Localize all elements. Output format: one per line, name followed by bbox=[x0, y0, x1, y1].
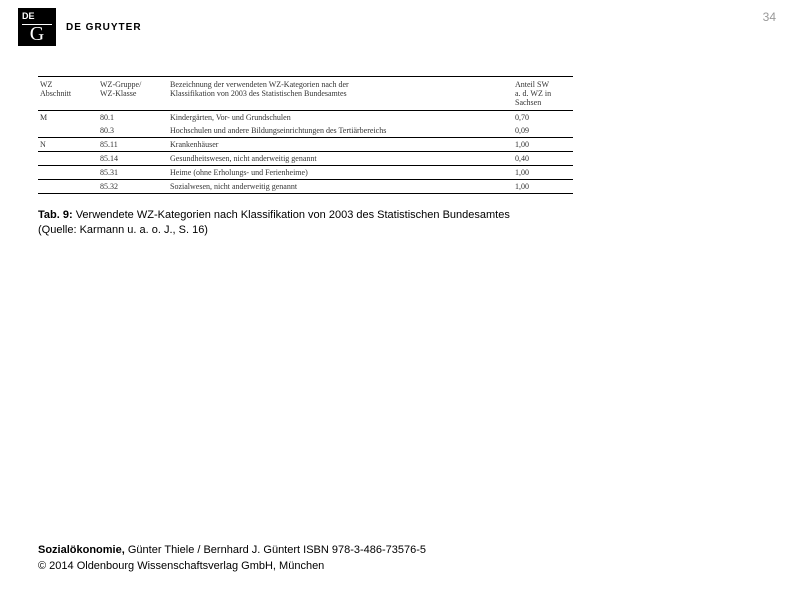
table-cell bbox=[38, 180, 98, 194]
table-cell: 0,40 bbox=[513, 152, 573, 166]
col-header-abschnitt: WZ Abschnitt bbox=[38, 77, 98, 111]
table-cell: Heime (ohne Erholungs- und Ferienheime) bbox=[168, 166, 513, 180]
publisher-logo: DE G bbox=[18, 8, 56, 46]
table-cell: Krankenhäuser bbox=[168, 138, 513, 152]
table-cell: 1,00 bbox=[513, 166, 573, 180]
col-header-anteil: Anteil SW a. d. WZ in Sachsen bbox=[513, 77, 573, 111]
col-header-bezeichnung: Bezeichnung der verwendeten WZ-Kategorie… bbox=[168, 77, 513, 111]
table-row: M80.1Kindergärten, Vor- und Grundschulen… bbox=[38, 111, 573, 125]
caption-source: (Quelle: Karmann u. a. o. J., S. 16) bbox=[38, 224, 208, 236]
table-cell: Gesundheitswesen, nicht anderweitig gena… bbox=[168, 152, 513, 166]
table-cell: 1,00 bbox=[513, 180, 573, 194]
table-cell: Kindergärten, Vor- und Grundschulen bbox=[168, 111, 513, 125]
table-cell: 0,09 bbox=[513, 124, 573, 138]
footer-authors: Günter Thiele / Bernhard J. Güntert ISBN… bbox=[128, 544, 426, 556]
table-cell: 85.32 bbox=[98, 180, 168, 194]
footer-title: Sozialökonomie, bbox=[38, 544, 125, 556]
footer-copyright: © 2014 Oldenbourg Wissenschaftsverlag Gm… bbox=[38, 560, 324, 572]
wz-categories-table: WZ Abschnitt WZ-Gruppe/ WZ-Klasse Bezeic… bbox=[38, 76, 573, 194]
table-row: N85.11Krankenhäuser1,00 bbox=[38, 138, 573, 152]
table-cell bbox=[38, 124, 98, 138]
table-row: 85.14Gesundheitswesen, nicht anderweitig… bbox=[38, 152, 573, 166]
table-row: 80.3Hochschulen und andere Bildungseinri… bbox=[38, 124, 573, 138]
caption-label: Tab. 9: bbox=[38, 209, 73, 221]
table-caption: Tab. 9: Verwendete WZ-Kategorien nach Kl… bbox=[38, 208, 598, 239]
logo-bottom-text: G bbox=[30, 24, 44, 44]
logo-top-text: DE bbox=[22, 12, 35, 21]
table-cell: N bbox=[38, 138, 98, 152]
data-table-container: WZ Abschnitt WZ-Gruppe/ WZ-Klasse Bezeic… bbox=[38, 76, 573, 194]
publisher-brand: DE GRUYTER bbox=[66, 22, 142, 33]
table-cell: 80.3 bbox=[98, 124, 168, 138]
page-footer: Sozialökonomie, Günter Thiele / Bernhard… bbox=[38, 543, 426, 574]
caption-text: Verwendete WZ-Kategorien nach Klassifika… bbox=[76, 209, 510, 221]
table-cell: 85.31 bbox=[98, 166, 168, 180]
table-cell: Hochschulen und andere Bildungseinrichtu… bbox=[168, 124, 513, 138]
table-cell: 85.11 bbox=[98, 138, 168, 152]
publisher-header: DE G DE GRUYTER bbox=[0, 0, 794, 46]
col-header-gruppe: WZ-Gruppe/ WZ-Klasse bbox=[98, 77, 168, 111]
table-row: 85.32Sozialwesen, nicht anderweitig gena… bbox=[38, 180, 573, 194]
table-cell: 1,00 bbox=[513, 138, 573, 152]
table-body: M80.1Kindergärten, Vor- und Grundschulen… bbox=[38, 111, 573, 194]
table-cell bbox=[38, 166, 98, 180]
page-number: 34 bbox=[763, 10, 776, 24]
table-cell: 0,70 bbox=[513, 111, 573, 125]
table-cell: M bbox=[38, 111, 98, 125]
table-row: 85.31Heime (ohne Erholungs- und Ferienhe… bbox=[38, 166, 573, 180]
table-cell: Sozialwesen, nicht anderweitig genannt bbox=[168, 180, 513, 194]
table-cell: 80.1 bbox=[98, 111, 168, 125]
table-cell bbox=[38, 152, 98, 166]
table-header-row: WZ Abschnitt WZ-Gruppe/ WZ-Klasse Bezeic… bbox=[38, 77, 573, 111]
table-cell: 85.14 bbox=[98, 152, 168, 166]
